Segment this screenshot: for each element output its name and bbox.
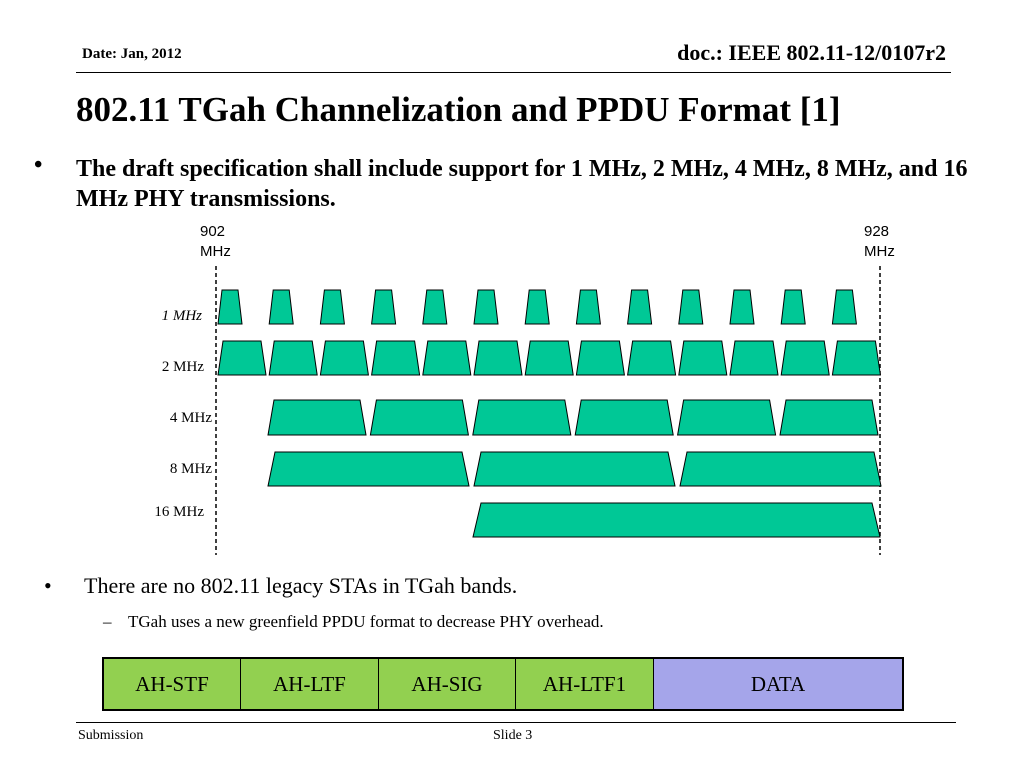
channel-1mhz-5 xyxy=(422,289,448,325)
channel-group xyxy=(217,289,882,538)
row-label-2mhz: 2 MHz xyxy=(161,359,204,375)
channel-8mhz-1 xyxy=(267,451,470,487)
channel-1mhz-7 xyxy=(524,289,550,325)
channel-2mhz-12 xyxy=(780,340,830,376)
bullet-marker: • xyxy=(34,152,43,178)
freq-right-unit: MHz xyxy=(864,243,895,260)
channel-4mhz-1 xyxy=(267,399,367,436)
channel-4mhz-2 xyxy=(369,399,469,436)
channel-1mhz-8 xyxy=(575,289,601,325)
freq-left-value: 902 xyxy=(200,223,226,240)
header-date: Date: Jan, 2012 xyxy=(82,46,182,62)
channel-2mhz-8 xyxy=(575,340,625,376)
ppdu-field-ah-stf: AH-STF xyxy=(104,659,241,709)
footer-rule xyxy=(76,722,956,723)
ppdu-field-data: DATA xyxy=(654,659,902,709)
channel-1mhz-10 xyxy=(678,289,704,325)
bullet-marker-2: • xyxy=(44,573,52,598)
ppdu-field-ah-sig: AH-SIG xyxy=(379,659,516,709)
header-rule xyxy=(76,72,951,73)
channel-4mhz-5 xyxy=(677,399,777,436)
channel-2mhz-3 xyxy=(319,340,369,376)
header-doc-id: doc.: IEEE 802.11-12/0107r2 xyxy=(677,40,946,65)
channel-1mhz-4 xyxy=(371,289,397,325)
channel-16mhz-1 xyxy=(472,502,881,538)
channel-1mhz-11 xyxy=(729,289,755,325)
channel-4mhz-6 xyxy=(779,399,879,436)
row-label-16mhz: 16 MHz xyxy=(154,504,204,520)
channel-2mhz-2 xyxy=(268,340,318,376)
channel-4mhz-3 xyxy=(472,399,572,436)
sub-bullet-text: TGah uses a new greenfield PPDU format t… xyxy=(128,612,604,631)
channel-2mhz-9 xyxy=(627,340,677,376)
freq-label-left: 902 MHz xyxy=(200,222,231,262)
freq-right-value: 928 xyxy=(864,223,890,240)
row-label-8mhz: 8 MHz xyxy=(169,461,212,477)
channel-2mhz-6 xyxy=(473,340,523,376)
channel-2mhz-13 xyxy=(831,340,881,376)
channel-1mhz-9 xyxy=(627,289,653,325)
footer-submission: Submission xyxy=(78,728,144,743)
channel-2mhz-7 xyxy=(524,340,574,376)
row-label-1mhz: 1 MHz xyxy=(161,308,202,324)
slide-title: 802.11 TGah Channelization and PPDU Form… xyxy=(76,90,841,129)
freq-left-unit: MHz xyxy=(200,243,231,260)
bullet-main-text: The draft specification shall include su… xyxy=(76,156,968,212)
channel-2mhz-11 xyxy=(729,340,779,376)
footer-slide-number: Slide 3 xyxy=(493,728,533,743)
ppdu-field-ah-ltf1: AH-LTF1 xyxy=(516,659,654,709)
channel-8mhz-3 xyxy=(679,451,882,487)
row-label-4mhz: 4 MHz xyxy=(169,410,212,426)
channel-1mhz-2 xyxy=(268,289,294,325)
channel-4mhz-4 xyxy=(574,399,674,436)
channel-2mhz-4 xyxy=(371,340,421,376)
channel-1mhz-13 xyxy=(831,289,857,325)
ppdu-format: AH-STF AH-LTF AH-SIG AH-LTF1 DATA xyxy=(102,657,904,711)
channel-2mhz-5 xyxy=(422,340,472,376)
channel-1mhz-12 xyxy=(780,289,806,325)
channel-2mhz-10 xyxy=(678,340,728,376)
sub-bullet-marker: – xyxy=(103,612,112,631)
channel-8mhz-2 xyxy=(473,451,676,487)
channel-1mhz-1 xyxy=(217,289,243,325)
channel-1mhz-6 xyxy=(473,289,499,325)
ppdu-field-ah-ltf: AH-LTF xyxy=(241,659,379,709)
channel-1mhz-3 xyxy=(319,289,345,325)
bullet-second-text: There are no 802.11 legacy STAs in TGah … xyxy=(84,573,518,598)
freq-label-right: 928 MHz xyxy=(864,222,895,262)
channel-2mhz-1 xyxy=(217,340,267,376)
